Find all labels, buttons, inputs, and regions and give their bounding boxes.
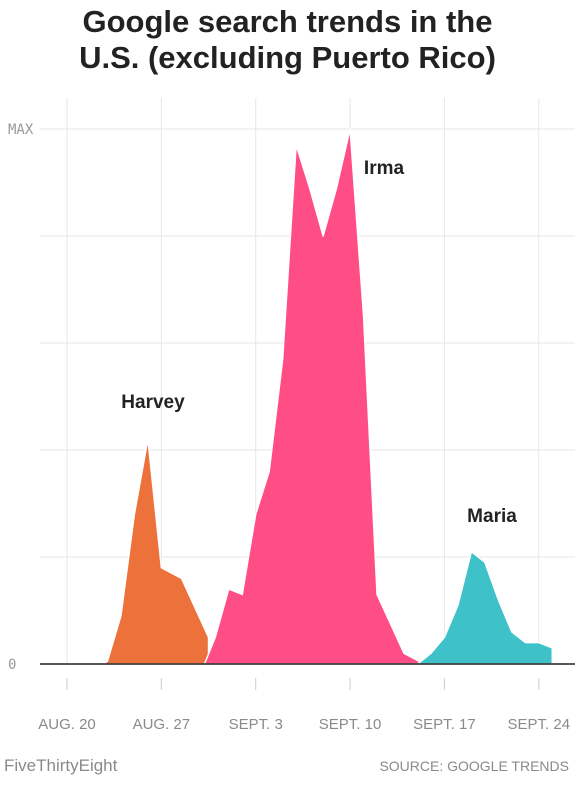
chart-title: Google search trends in the U.S. (exclud…	[0, 4, 575, 76]
x-tick-label: AUG. 20	[38, 716, 96, 733]
y-tick-label: 0	[8, 657, 16, 673]
series-label-irma: Irma	[364, 158, 405, 179]
x-tick-label: SEPT. 17	[413, 716, 476, 733]
series-area-irma	[203, 128, 425, 665]
source-label: SOURCE: GOOGLE TRENDS	[379, 758, 569, 774]
series-label-harvey: Harvey	[121, 392, 185, 413]
title-line-1: Google search trends in the	[82, 4, 493, 39]
x-tick-label: SEPT. 24	[508, 716, 571, 733]
x-tick-label: SEPT. 3	[229, 716, 283, 733]
series-label-maria: Maria	[467, 506, 517, 527]
series-area-maria	[414, 550, 554, 665]
x-tick-label: AUG. 27	[133, 716, 191, 733]
x-tick-label: SEPT. 10	[319, 716, 382, 733]
brand-label: FiveThirtyEight	[4, 756, 118, 775]
y-tick-label: MAX	[8, 122, 34, 138]
series-area-harvey	[101, 438, 210, 665]
title-line-2: U.S. (excluding Puerto Rico)	[79, 40, 496, 75]
